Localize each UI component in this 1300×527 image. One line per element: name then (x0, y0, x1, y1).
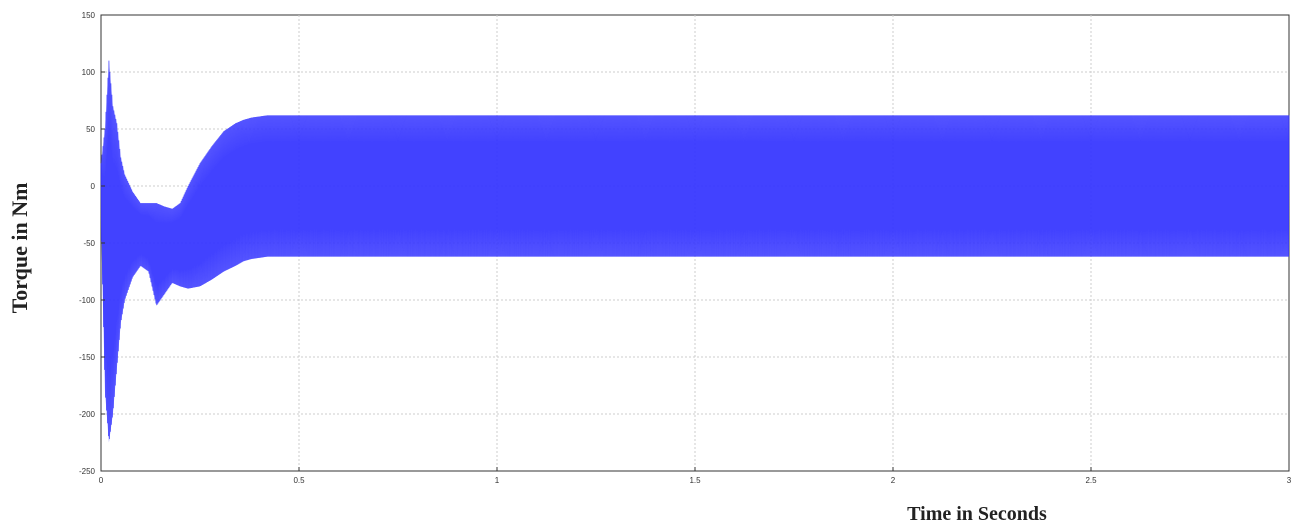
y-tick-label: 150 (82, 11, 96, 20)
y-axis-label: Torque in Nm (7, 183, 32, 314)
torque-series (100, 60, 1290, 443)
y-tick-label: -200 (79, 410, 96, 419)
x-axis-label: Time in Seconds (907, 503, 1047, 525)
y-tick-label: -250 (79, 467, 96, 476)
x-tick-label: 0 (99, 476, 104, 485)
y-tick-label: -100 (79, 296, 96, 305)
y-tick-label: -150 (79, 353, 96, 362)
torque-line (100, 60, 1290, 439)
x-tick-label: 2 (891, 476, 896, 485)
x-tick-label: 1.5 (689, 476, 701, 485)
x-axis-ticks: 0 0.5 1 1.5 2 2.5 3 (99, 467, 1292, 485)
x-tick-label: 1 (495, 476, 500, 485)
y-tick-label: -50 (83, 239, 95, 248)
y-tick-label: 100 (82, 68, 96, 77)
y-tick-label: 0 (91, 182, 96, 191)
x-tick-label: 0.5 (293, 476, 305, 485)
x-tick-label: 3 (1287, 476, 1292, 485)
y-tick-label: 50 (86, 125, 95, 134)
y-axis-ticks: 150 100 50 0 -50 -100 -150 -200 -250 (79, 11, 105, 476)
x-tick-label: 2.5 (1085, 476, 1097, 485)
